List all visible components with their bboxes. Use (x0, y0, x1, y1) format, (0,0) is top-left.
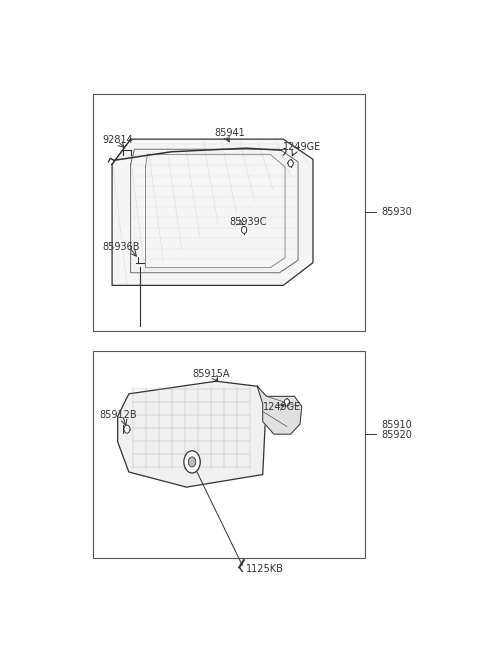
Text: 85939C: 85939C (229, 217, 267, 227)
Circle shape (284, 399, 289, 406)
Polygon shape (257, 386, 302, 434)
Text: 1249GE: 1249GE (283, 142, 322, 152)
Circle shape (124, 425, 130, 433)
Text: 85915A: 85915A (192, 369, 229, 379)
Circle shape (241, 227, 247, 233)
Bar (94, 351, 365, 558)
Text: 85920: 85920 (382, 430, 413, 440)
Text: 1125KB: 1125KB (246, 564, 284, 574)
Text: 85910: 85910 (382, 420, 412, 430)
Circle shape (288, 160, 293, 167)
Bar (94, 94, 365, 331)
Polygon shape (118, 381, 266, 487)
Text: 85936B: 85936B (103, 242, 140, 252)
Text: 85912B: 85912B (99, 410, 137, 420)
Circle shape (188, 457, 196, 467)
Text: 85930: 85930 (382, 207, 412, 217)
Text: 92814: 92814 (103, 135, 133, 145)
Text: 85941: 85941 (215, 128, 245, 138)
Circle shape (184, 451, 200, 473)
Polygon shape (112, 139, 313, 286)
Text: 1249GE: 1249GE (263, 402, 301, 413)
